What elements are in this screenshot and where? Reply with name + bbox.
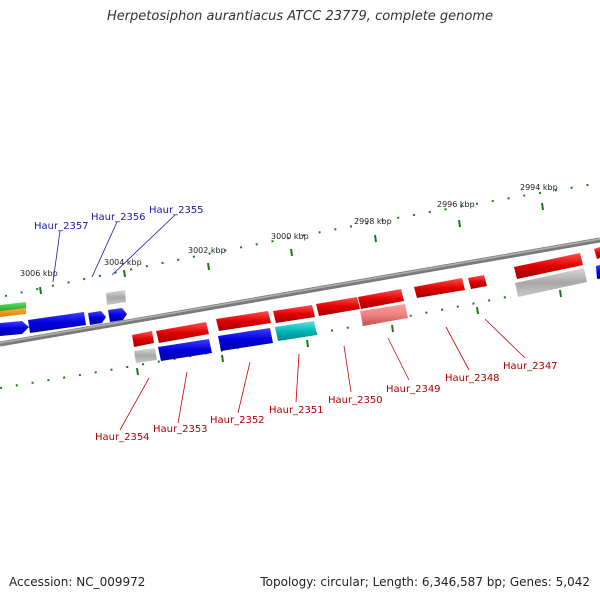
grey-feature-2354 — [134, 348, 157, 363]
kbp-label-3000: 3000 kbp — [271, 232, 309, 241]
kbp-label-3004: 3004 kbp — [104, 258, 142, 267]
accession-text: Accession: NC_009972 — [9, 575, 146, 589]
gene-haur-2357[interactable] — [28, 312, 86, 333]
gene-red-2[interactable] — [273, 305, 315, 323]
label-haur-2348[interactable]: Haur_2348 — [445, 373, 500, 384]
top-leader-lines — [52, 214, 176, 283]
gene-red-5[interactable] — [414, 278, 465, 298]
gene-haur-2353[interactable] — [156, 322, 209, 343]
label-haur-2347[interactable]: Haur_2347 — [503, 361, 558, 372]
genome-summary-text: Topology: circular; Length: 6,346,587 bp… — [260, 575, 590, 589]
label-haur-2354[interactable]: Haur_2354 — [95, 432, 150, 443]
orange-feature — [0, 308, 26, 317]
genome-backbone — [0, 237, 600, 347]
gene-red-3[interactable] — [316, 297, 360, 316]
rna-haur-2351[interactable] — [275, 321, 317, 341]
label-haur-2351[interactable]: Haur_2351 — [269, 405, 324, 416]
gene-haur-2356[interactable] — [88, 311, 106, 325]
blue-feature-2353[interactable] — [158, 339, 212, 361]
gene-red-7[interactable] — [514, 253, 583, 279]
kbp-label-2998: 2998 kbp — [354, 217, 392, 226]
grey-feature-upper — [106, 290, 126, 305]
gene-red-4[interactable] — [358, 289, 404, 309]
inner-major-ticks — [136, 289, 562, 376]
pseudogene-haur-2349[interactable] — [360, 304, 408, 326]
gene-blue-left[interactable] — [0, 321, 29, 336]
grey-feature-2347 — [515, 268, 587, 297]
label-haur-2356[interactable]: Haur_2356 — [91, 212, 146, 223]
gene-red-edge[interactable] — [594, 247, 600, 259]
label-haur-2352[interactable]: Haur_2352 — [210, 415, 265, 426]
blue-feature-2352[interactable] — [218, 328, 273, 351]
label-haur-2353[interactable]: Haur_2353 — [153, 424, 208, 435]
label-haur-2349[interactable]: Haur_2349 — [386, 384, 441, 395]
gene-haur-2355[interactable] — [108, 308, 127, 322]
gene-red-1[interactable] — [216, 311, 271, 331]
label-haur-2357[interactable]: Haur_2357 — [34, 221, 89, 232]
outer-major-ticks — [39, 202, 544, 295]
kbp-label-3006: 3006 kbp — [20, 269, 58, 278]
label-haur-2350[interactable]: Haur_2350 — [328, 395, 383, 406]
kbp-label-2994: 2994 kbp — [520, 183, 558, 192]
gene-blue-edge[interactable] — [596, 265, 600, 279]
gene-haur-2354[interactable] — [132, 331, 154, 347]
bottom-leader-lines — [119, 318, 526, 431]
gene-red-6[interactable] — [468, 275, 487, 289]
genome-title: Herpetosiphon aurantiacus ATCC 23779, co… — [106, 9, 494, 24]
label-haur-2355[interactable]: Haur_2355 — [149, 205, 204, 216]
kbp-label-3002: 3002 kbp — [188, 246, 226, 255]
kbp-label-2996: 2996 kbp — [437, 200, 475, 209]
